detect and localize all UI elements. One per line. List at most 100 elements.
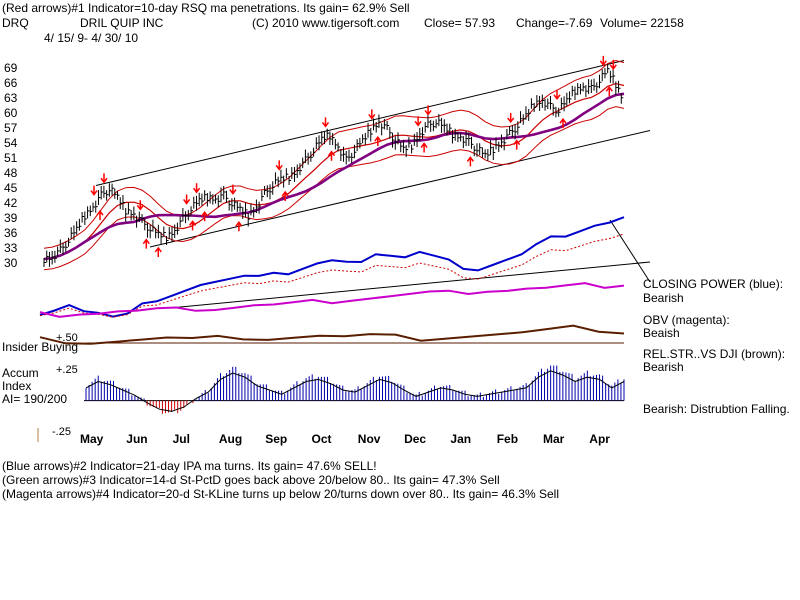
sell-arrow xyxy=(609,59,617,71)
buy-arrow xyxy=(374,135,382,147)
relstr-state: Bearish xyxy=(643,360,684,374)
y-tick-label: 57 xyxy=(4,121,18,135)
closing-power-state: Bearish xyxy=(643,291,684,305)
closing-power-line xyxy=(39,216,625,318)
buy-arrow xyxy=(142,238,150,249)
month-label: Sep xyxy=(265,432,287,446)
moving-average-bands xyxy=(43,59,625,271)
relstr-line xyxy=(39,324,625,345)
closing-power-title: CLOSING POWER (blue): xyxy=(643,277,784,291)
insider-buying-label: Insider Buying xyxy=(2,340,79,354)
buy-arrow xyxy=(420,142,428,153)
buy-arrow xyxy=(513,139,521,150)
minus25-label: -.25 xyxy=(52,426,71,438)
breakdown-line xyxy=(609,219,651,283)
company-label: DRIL QUIP INC xyxy=(80,16,164,30)
y-tick-label: 33 xyxy=(4,241,18,255)
upper-trendline xyxy=(95,60,625,186)
header-line1: (Red arrows)#1 Indicator=10-day RSQ ma p… xyxy=(2,1,410,15)
sell-arrow xyxy=(183,194,191,205)
month-axis: May Jun Jul Aug Sep Oct Nov Dec Jan Feb Mar Apr xyxy=(37,428,610,446)
month-label: Jul xyxy=(173,432,190,446)
sell-arrow xyxy=(321,117,330,128)
accum-state: Bearish: Distrubtion Falling. xyxy=(643,402,790,416)
y-tick-label: 60 xyxy=(4,106,18,120)
sell-arrow xyxy=(193,183,201,194)
ai-label: AI= 190/200 xyxy=(2,392,68,406)
lower-trendline xyxy=(149,130,651,248)
volume-label: Volume= 22158 xyxy=(600,16,684,30)
y-tick-label: 66 xyxy=(4,76,18,90)
month-label: Aug xyxy=(219,432,242,446)
date-range-label: 4/ 15/ 9- 4/ 30/ 10 xyxy=(44,31,139,45)
y-tick-label: 39 xyxy=(4,211,18,225)
month-label: Nov xyxy=(358,432,381,446)
sell-arrow xyxy=(424,105,432,116)
symbol-label: DRQ xyxy=(2,16,29,30)
index-label: Index xyxy=(2,379,32,393)
month-label: Jun xyxy=(126,432,147,446)
y-tick-label: 42 xyxy=(4,196,18,210)
obv-title: OBV (magenta): xyxy=(643,313,730,327)
y-tick-label: 30 xyxy=(4,256,18,270)
month-label: May xyxy=(80,432,104,446)
sell-arrow xyxy=(599,55,607,67)
sell-arrow xyxy=(275,160,283,171)
month-label: Jan xyxy=(450,432,471,446)
price-bars xyxy=(43,64,624,267)
month-label: Feb xyxy=(497,432,518,446)
sell-arrow xyxy=(229,184,237,195)
sell-arrow xyxy=(553,89,561,101)
month-label: Mar xyxy=(543,432,565,446)
change-label: Change=-7.69 xyxy=(516,16,593,30)
buy-arrow xyxy=(201,210,209,222)
y-tick-label: 45 xyxy=(4,181,18,195)
sell-arrow xyxy=(414,116,422,127)
buy-arrow xyxy=(605,85,613,97)
month-label: Dec xyxy=(404,432,426,446)
sell-arrow xyxy=(100,173,108,184)
footer-line1: (Blue arrows)#2 Indicator=21-day IPA ma … xyxy=(2,459,377,473)
signal-arrows xyxy=(90,55,617,257)
buy-arrow xyxy=(96,209,104,221)
y-tick-label: 51 xyxy=(4,151,18,165)
closing-power-ma xyxy=(39,233,625,318)
buy-arrow xyxy=(466,156,474,167)
plus50-label: +.50 xyxy=(56,332,78,344)
plus25-label: +.25 xyxy=(56,364,78,376)
buy-arrow xyxy=(154,246,162,257)
buy-arrow xyxy=(559,117,567,129)
trend-channel xyxy=(95,60,651,309)
buy-arrow xyxy=(189,220,197,231)
sell-arrow xyxy=(136,200,144,211)
upper-band xyxy=(43,59,625,249)
close-label: Close= 57.93 xyxy=(424,16,496,30)
footer-line2: (Green arrows)#3 Indicator=14-d St-PctD … xyxy=(2,473,500,487)
accum-label: Accum xyxy=(2,366,39,380)
support-trendline xyxy=(169,261,651,309)
lower-band xyxy=(43,106,625,271)
month-label: Apr xyxy=(589,432,610,446)
buy-arrow xyxy=(281,190,289,201)
copyright-label: (C) 2010 www.tigersoft.com xyxy=(252,16,400,30)
sell-arrow xyxy=(90,185,98,196)
y-tick-label: 69 xyxy=(4,61,18,75)
y-tick-label: 63 xyxy=(4,91,18,105)
y-tick-label: 54 xyxy=(4,136,18,150)
sell-arrow xyxy=(368,109,376,120)
footer-line3: (Magenta arrows)#4 Indicator=20-d St-KLi… xyxy=(2,487,559,501)
obv-line xyxy=(39,282,625,318)
y-tick-label: 36 xyxy=(4,226,18,240)
ma-purple xyxy=(43,92,625,261)
accum-index-histogram xyxy=(84,365,625,414)
relstr-title: REL.STR..VS DJI (brown): xyxy=(643,347,786,361)
y-tick-label: 48 xyxy=(4,166,18,180)
sell-arrow xyxy=(507,112,515,124)
indicator-lines xyxy=(39,216,625,345)
buy-arrow xyxy=(235,221,243,232)
accum-ma-line xyxy=(85,370,625,412)
obv-state: Beaish xyxy=(643,326,680,340)
month-label: Oct xyxy=(312,432,332,446)
